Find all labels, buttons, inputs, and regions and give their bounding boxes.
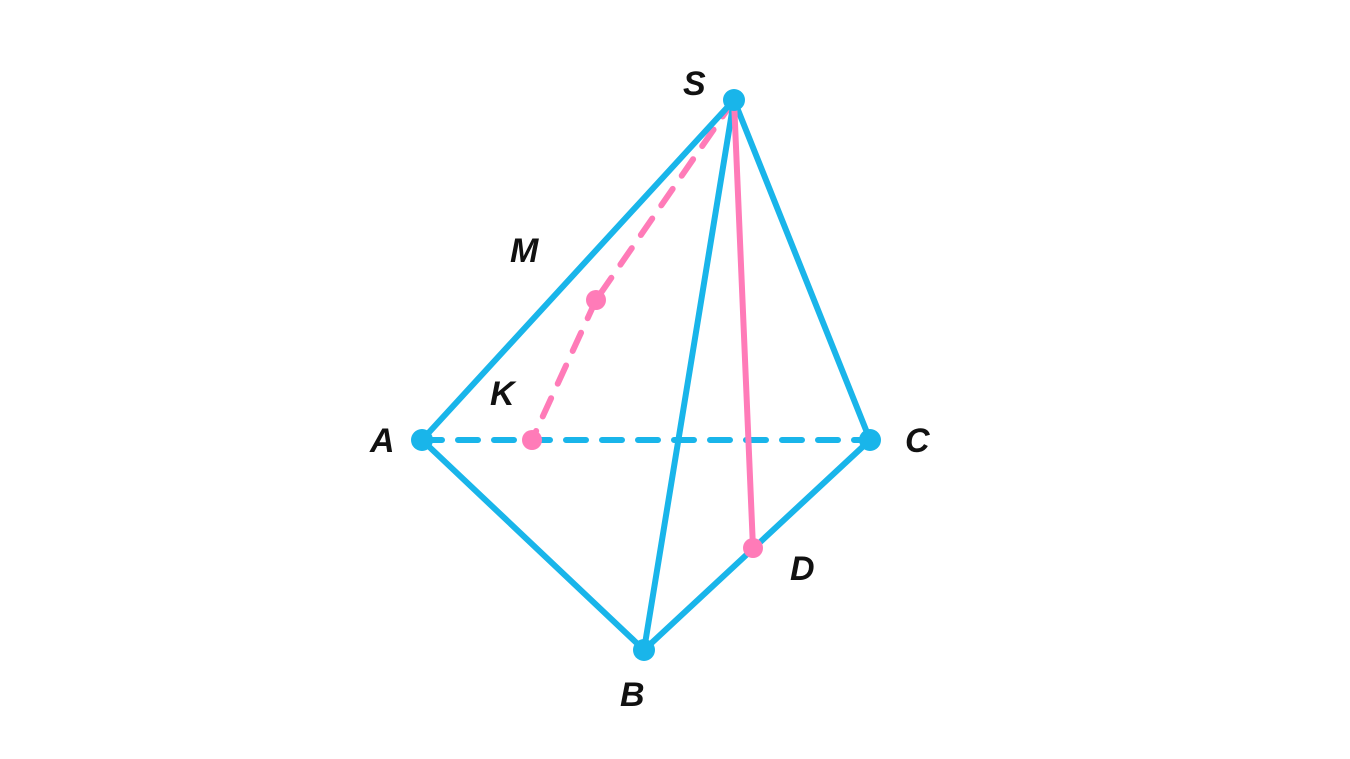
label-C: C: [905, 422, 930, 460]
point-C: [859, 429, 881, 451]
edge-SM: [596, 100, 734, 300]
point-M: [586, 290, 606, 310]
point-K: [522, 430, 542, 450]
label-M: M: [510, 232, 539, 270]
label-B: B: [620, 676, 645, 714]
label-A: A: [369, 422, 395, 460]
point-D: [743, 538, 763, 558]
point-A: [411, 429, 433, 451]
edge-SC: [734, 100, 870, 440]
point-B: [633, 639, 655, 661]
label-K: K: [490, 375, 517, 413]
point-S: [723, 89, 745, 111]
label-D: D: [790, 550, 815, 588]
geometry-diagram: S A C B M K D: [0, 0, 1350, 759]
edge-AB: [422, 440, 644, 650]
edge-SD: [734, 100, 753, 548]
edge-MK: [532, 300, 596, 440]
label-S: S: [683, 65, 706, 103]
